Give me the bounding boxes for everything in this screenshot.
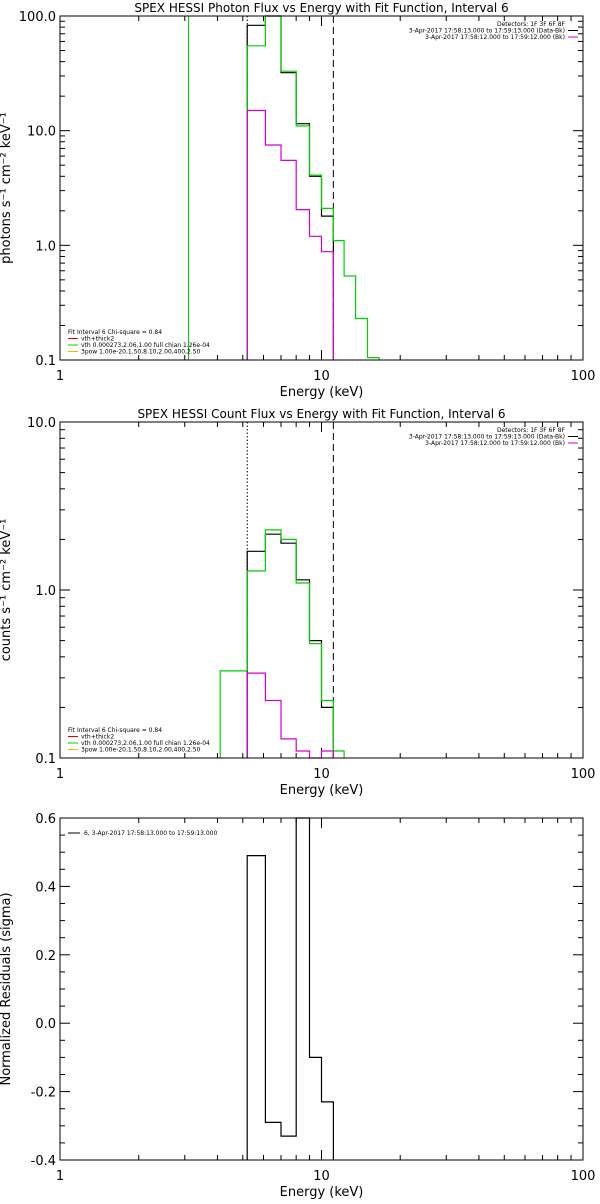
legend-bottom-text: Fit Interval 6 Chi-square = 0.84 [68, 329, 162, 336]
x-axis-label: Energy (keV) [280, 1185, 364, 1200]
series-fit-line [246, 15, 380, 360]
y-tick-label: -0.2 [31, 1086, 56, 1101]
chart-title: SPEX HESSI Count Flux vs Energy with Fit… [137, 407, 505, 421]
y-tick-label: 0.0 [35, 1017, 56, 1032]
legend-bottom-text: vth 0.000273,2.06,1.00 full chian 1.26e-… [81, 740, 210, 747]
x-tick-label: 100 [571, 1169, 596, 1184]
plot-frame [59, 421, 584, 759]
y-tick-label: 0.1 [35, 354, 56, 369]
y-tick-label: 100.0 [19, 10, 56, 25]
x-tick-label: 10 [313, 767, 330, 782]
legend-top-text: 6, 3-Apr-2017 17:58:13.000 to 17:59:13.0… [84, 830, 217, 837]
legend-bottom-text: Fit Interval 6 Chi-square = 0.84 [68, 727, 162, 734]
series-data-line [246, 15, 334, 360]
chart-panel-2: SPEX HESSI Count Flux vs Energy with Fit… [0, 407, 595, 798]
legend-bottom-text: 3pow 1.00e-20,1.50,8.10,2.00,400,2.50 [81, 747, 201, 754]
chart-panel-1: SPEX HESSI Photon Flux vs Energy with Fi… [0, 1, 595, 400]
series-background-line [246, 672, 334, 759]
plot-frame [59, 817, 584, 1161]
legend-bottom-text: vth+thick2 [81, 336, 114, 343]
legend-top-text: Detectors: 1F 3F 6F 8F [497, 21, 566, 28]
legend-top-text: 3-Apr-2017 17:58:12.000 to 17:59:12.000 … [425, 440, 565, 447]
legend-top-text: 3-Apr-2017 17:58:12.000 to 17:59:12.000 … [425, 34, 565, 41]
y-tick-label: 10.0 [27, 125, 56, 140]
y-axis-label: counts s⁻¹ cm⁻² keV⁻¹ [0, 519, 14, 662]
y-axis-label: Normalized Residuals (sigma) [0, 892, 14, 1085]
legend-bottom-text: vth 0.000273,2.06,1.00 full chian 1.26e-… [81, 342, 210, 349]
x-tick-label: 1 [56, 767, 64, 782]
x-tick-label: 100 [571, 369, 596, 384]
x-tick-label: 1 [56, 369, 64, 384]
chart-title: SPEX HESSI Photon Flux vs Energy with Fi… [134, 1, 508, 15]
x-axis-label: Energy (keV) [280, 783, 364, 798]
x-tick-label: 1 [56, 1169, 64, 1184]
y-tick-label: 10.0 [27, 416, 56, 431]
y-tick-label: 1.0 [35, 584, 56, 599]
series-fit-line [219, 529, 345, 758]
series-data-line [246, 533, 334, 758]
series-residuals-line [246, 817, 334, 1160]
x-tick-label: 10 [313, 369, 330, 384]
y-tick-label: 0.2 [35, 949, 56, 964]
legend-top-text: 3-Apr-2017 17:58:13.000 to 17:59:13.000 … [409, 28, 565, 35]
y-tick-label: 0.6 [35, 812, 56, 827]
legend-bottom-text: vth+thick2 [81, 734, 114, 741]
y-tick-label: -0.4 [31, 1154, 56, 1169]
y-tick-label: 1.0 [35, 239, 56, 254]
legend-top-text: Detectors: 1F 3F 6F 8F [497, 427, 566, 434]
legend-bottom-text: 3pow 1.00e-20,1.50,8.10,2.00,400,2.50 [81, 349, 201, 356]
x-tick-label: 10 [313, 1169, 330, 1184]
series-background-line [246, 109, 334, 360]
x-tick-label: 100 [571, 767, 596, 782]
chart-panel-3: 1 10 100 -0.4 -0.2 0.0 0.2 0.4 0.6 Energy (keV) No… [0, 812, 595, 1200]
y-tick-label: 0.4 [35, 880, 56, 895]
legend-top-text: 3-Apr-2017 17:58:13.000 to 17:59:13.000 … [409, 434, 565, 441]
plot-frame [59, 15, 584, 361]
y-tick-label: 0.1 [35, 752, 56, 767]
y-axis-label: photons s⁻¹ cm⁻² keV⁻¹ [0, 112, 14, 264]
x-axis-label: Energy (keV) [280, 385, 364, 400]
